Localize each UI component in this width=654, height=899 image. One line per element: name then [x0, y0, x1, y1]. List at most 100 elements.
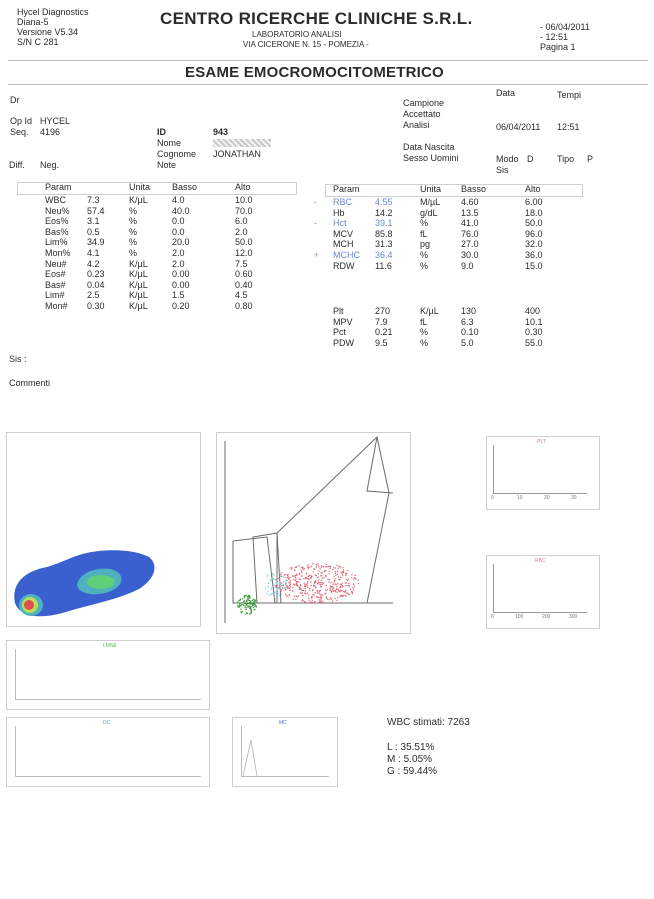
scatter-dot — [324, 574, 327, 577]
scatter-dot — [301, 593, 303, 595]
scatter-dot — [333, 576, 335, 578]
scatter-dot — [354, 577, 356, 579]
scatter-dot — [320, 585, 322, 588]
left-row-param: Eos% — [45, 216, 69, 227]
scatter-dot — [348, 578, 350, 580]
scatter-dot — [304, 577, 307, 579]
scatter-dot — [316, 592, 318, 594]
scatter-dot — [347, 579, 349, 582]
dc-histogram: DC — [6, 717, 210, 787]
lmne-hist-axis — [15, 699, 201, 700]
scatter-dot — [326, 566, 328, 568]
scatter-dot — [270, 593, 272, 596]
scatter-dot — [304, 592, 306, 594]
scatter-dot — [301, 575, 303, 577]
scatter-dot — [314, 574, 316, 576]
left-row-param: Lim# — [45, 290, 65, 301]
scatter-dot — [317, 583, 319, 585]
scatter-dot — [279, 575, 282, 578]
scatter-dot — [242, 602, 244, 604]
scatter-dot — [293, 575, 295, 577]
scatter-dot — [249, 599, 251, 602]
scatter-dot — [339, 567, 342, 569]
scatter-dot — [242, 598, 244, 600]
scatter-dot — [280, 588, 282, 590]
scatter-dot — [353, 584, 355, 586]
scatter-dot — [320, 584, 322, 586]
scatter-dot — [325, 566, 327, 568]
scatter-dot — [323, 571, 325, 573]
scatter-dot — [304, 590, 307, 592]
right-row-param: RBC — [333, 197, 353, 207]
scatter-dot — [243, 604, 245, 606]
right-row-high: 96.0 — [525, 228, 543, 239]
scatter-dot — [289, 581, 291, 583]
scatter-dot — [296, 584, 299, 587]
scatter-dot — [268, 586, 270, 588]
scatter-dot — [306, 582, 309, 584]
scatter-dot — [249, 603, 251, 605]
device-company: Hycel Diagnostics — [17, 7, 89, 17]
scatter-dot — [237, 601, 239, 603]
left-row-value: 0.5 — [87, 226, 100, 237]
scatter-dot — [336, 573, 339, 576]
scatter-dot — [303, 582, 305, 584]
scatter-dot — [244, 597, 246, 599]
plt-hist-yaxis — [493, 445, 494, 493]
scatter-dot — [342, 574, 344, 576]
scatter-dot — [331, 600, 334, 602]
left-row-high: 6.0 — [235, 216, 248, 227]
scatter-dot — [347, 569, 349, 571]
scatter-dot — [352, 587, 354, 589]
scatter-dot — [307, 586, 309, 588]
scatter-dot — [250, 607, 252, 610]
scatter-dot — [254, 604, 256, 607]
plt-row-high: 400 — [525, 306, 541, 316]
scatter-dot — [300, 570, 303, 572]
scatter-dot — [248, 596, 251, 598]
scatter-dot — [301, 572, 303, 574]
scatter-dot — [332, 583, 334, 585]
right-row-high: 6.00 — [525, 197, 543, 207]
scatter-dot — [320, 599, 322, 601]
scatter-dot — [239, 605, 241, 607]
scatter-dot — [309, 589, 311, 591]
left-row-low: 20.0 — [172, 237, 190, 248]
scatter-dot — [280, 575, 283, 578]
wbc-scattergram — [216, 432, 411, 634]
plt-row-unit: fL — [420, 316, 428, 327]
scatter-dot — [324, 570, 326, 572]
plt-tick-30: 30 — [571, 495, 577, 501]
scatter-dot — [287, 587, 289, 589]
left-row-low: 0.0 — [172, 226, 185, 237]
scatter-dot — [338, 590, 341, 592]
scatter-dot — [344, 594, 346, 597]
scatter-dot — [274, 584, 276, 586]
scatter-dot — [318, 592, 320, 594]
mc-histogram: MC — [232, 717, 338, 787]
plt-row-low: 0.10 — [461, 327, 479, 338]
density-left-core — [24, 600, 34, 610]
scatter-dot — [291, 575, 294, 577]
dc-hist-axis — [15, 776, 201, 777]
scatter-dot — [329, 588, 331, 590]
scatter-dot — [340, 571, 342, 574]
scatter-dot — [307, 581, 309, 583]
scatter-dot — [269, 594, 271, 596]
id-label: ID — [157, 127, 166, 137]
scatter-dot — [302, 569, 304, 571]
plt-row-value: 7.9 — [375, 316, 388, 327]
scatter-dot — [310, 581, 312, 583]
right-row-low: 41.0 — [461, 218, 479, 229]
plt-row-value: 270 — [375, 306, 391, 316]
left-table-header-box — [17, 182, 297, 195]
scatter-dot — [293, 579, 295, 581]
scatter-dot — [301, 591, 303, 594]
scatter-dot — [277, 577, 279, 579]
right-row-flag: - — [314, 218, 317, 229]
scatter-dot — [313, 568, 316, 570]
scatter-dot — [339, 586, 342, 588]
seq-value: 4196 — [40, 127, 61, 137]
scatter-dot — [307, 566, 310, 568]
plt-row-value: 9.5 — [375, 337, 388, 348]
